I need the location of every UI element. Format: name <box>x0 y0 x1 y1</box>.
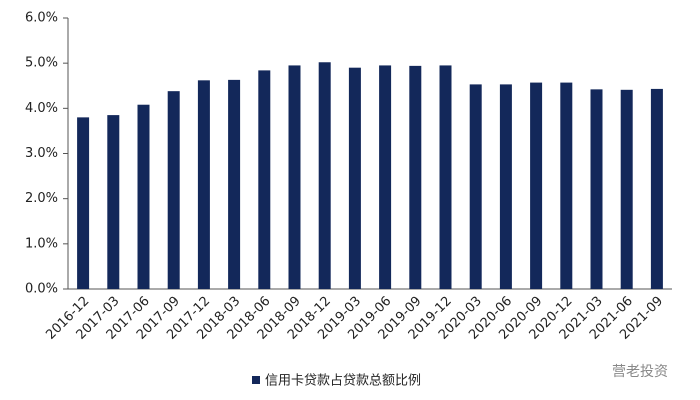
bar <box>439 65 452 289</box>
bar <box>379 65 392 289</box>
bar <box>469 84 482 290</box>
bar <box>258 70 271 289</box>
bar <box>77 117 90 289</box>
bar <box>197 80 210 289</box>
bar <box>650 88 663 289</box>
y-tick-label: 5.0% <box>25 56 58 71</box>
bar <box>590 89 603 289</box>
bar <box>409 65 422 289</box>
bar <box>137 104 150 289</box>
bar <box>530 82 543 289</box>
bar <box>288 65 301 289</box>
y-tick-label: 4.0% <box>25 101 58 116</box>
watermark: 营老投资 <box>612 364 668 380</box>
y-tick-label: 1.0% <box>25 236 58 251</box>
y-tick-label: 3.0% <box>25 146 58 161</box>
bar <box>499 84 512 290</box>
bar <box>560 82 573 289</box>
y-tick-label: 6.0% <box>25 11 58 26</box>
bar <box>107 115 120 289</box>
bar <box>348 67 361 289</box>
bar <box>228 79 241 290</box>
legend-label: 信用卡贷款占贷款总额比例 <box>265 374 421 389</box>
legend-swatch <box>252 376 260 384</box>
bar <box>620 89 633 289</box>
y-tick-label: 0.0% <box>25 282 58 297</box>
bar <box>167 91 180 289</box>
y-tick-label: 2.0% <box>25 191 58 206</box>
bar <box>318 62 331 289</box>
